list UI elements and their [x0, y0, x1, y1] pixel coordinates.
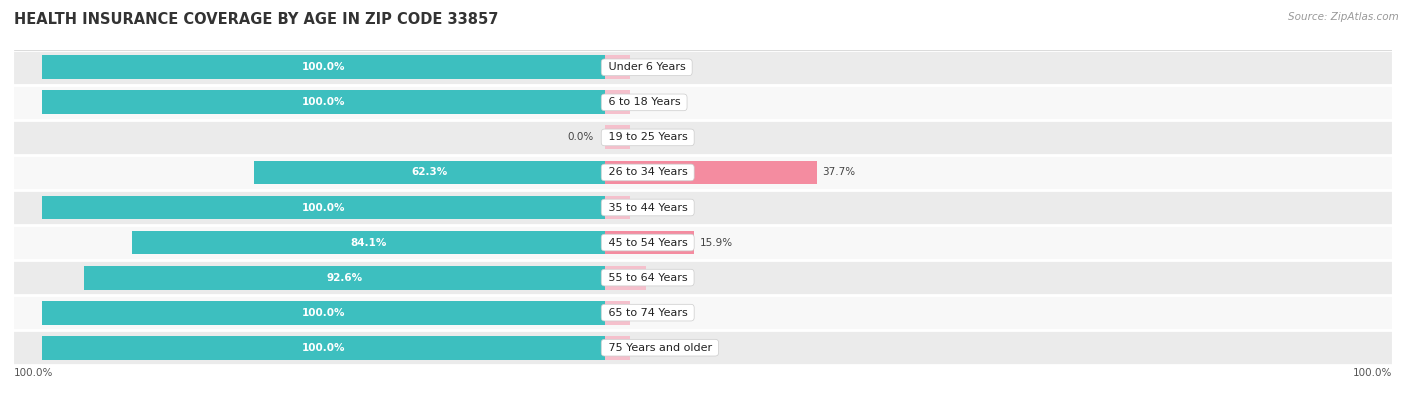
Text: 0.0%: 0.0% [633, 203, 659, 212]
Text: 0.0%: 0.0% [633, 343, 659, 353]
Text: 0.0%: 0.0% [567, 132, 593, 142]
Text: 45 to 54 Years: 45 to 54 Years [605, 237, 690, 247]
Text: 100.0%: 100.0% [302, 62, 344, 72]
Text: 37.7%: 37.7% [823, 168, 855, 178]
Bar [605, 231, 695, 254]
FancyBboxPatch shape [14, 225, 1392, 260]
FancyBboxPatch shape [14, 50, 1392, 85]
Bar [84, 266, 605, 290]
Text: 100.0%: 100.0% [302, 308, 344, 317]
Text: 15.9%: 15.9% [700, 237, 733, 247]
Bar [132, 231, 605, 254]
Text: 100.0%: 100.0% [302, 343, 344, 353]
FancyBboxPatch shape [14, 85, 1392, 120]
Text: 6 to 18 Years: 6 to 18 Years [605, 98, 683, 107]
FancyBboxPatch shape [14, 190, 1392, 225]
Text: HEALTH INSURANCE COVERAGE BY AGE IN ZIP CODE 33857: HEALTH INSURANCE COVERAGE BY AGE IN ZIP … [14, 12, 499, 27]
Text: 0.0%: 0.0% [633, 62, 659, 72]
Text: Source: ZipAtlas.com: Source: ZipAtlas.com [1288, 12, 1399, 22]
FancyBboxPatch shape [14, 120, 1392, 155]
Bar [254, 161, 605, 184]
Text: 35 to 44 Years: 35 to 44 Years [605, 203, 690, 212]
Bar [42, 301, 605, 325]
FancyBboxPatch shape [14, 155, 1392, 190]
Text: 26 to 34 Years: 26 to 34 Years [605, 168, 690, 178]
FancyBboxPatch shape [14, 295, 1392, 330]
Bar [42, 90, 605, 114]
FancyBboxPatch shape [14, 330, 1392, 365]
Bar [42, 195, 605, 220]
Text: 84.1%: 84.1% [350, 237, 387, 247]
Bar [605, 301, 630, 325]
Bar [42, 56, 605, 79]
Bar [42, 336, 605, 359]
Bar [605, 56, 630, 79]
Text: 100.0%: 100.0% [14, 368, 53, 378]
Text: 55 to 64 Years: 55 to 64 Years [605, 273, 690, 283]
Text: 7.4%: 7.4% [652, 273, 678, 283]
Text: 100.0%: 100.0% [302, 203, 344, 212]
Text: 100.0%: 100.0% [302, 98, 344, 107]
Bar [605, 125, 630, 149]
Text: 0.0%: 0.0% [633, 98, 659, 107]
Bar [605, 90, 630, 114]
Text: 62.3%: 62.3% [412, 168, 447, 178]
Text: 92.6%: 92.6% [326, 273, 363, 283]
FancyBboxPatch shape [14, 260, 1392, 295]
Text: 65 to 74 Years: 65 to 74 Years [605, 308, 690, 317]
Text: 0.0%: 0.0% [633, 308, 659, 317]
Text: 19 to 25 Years: 19 to 25 Years [605, 132, 690, 142]
Bar [605, 266, 647, 290]
Text: 0.0%: 0.0% [633, 132, 659, 142]
Text: Under 6 Years: Under 6 Years [605, 62, 689, 72]
Text: 100.0%: 100.0% [1353, 368, 1392, 378]
Text: 75 Years and older: 75 Years and older [605, 343, 716, 353]
Bar [605, 336, 630, 359]
Bar [605, 161, 817, 184]
Bar [605, 195, 630, 220]
